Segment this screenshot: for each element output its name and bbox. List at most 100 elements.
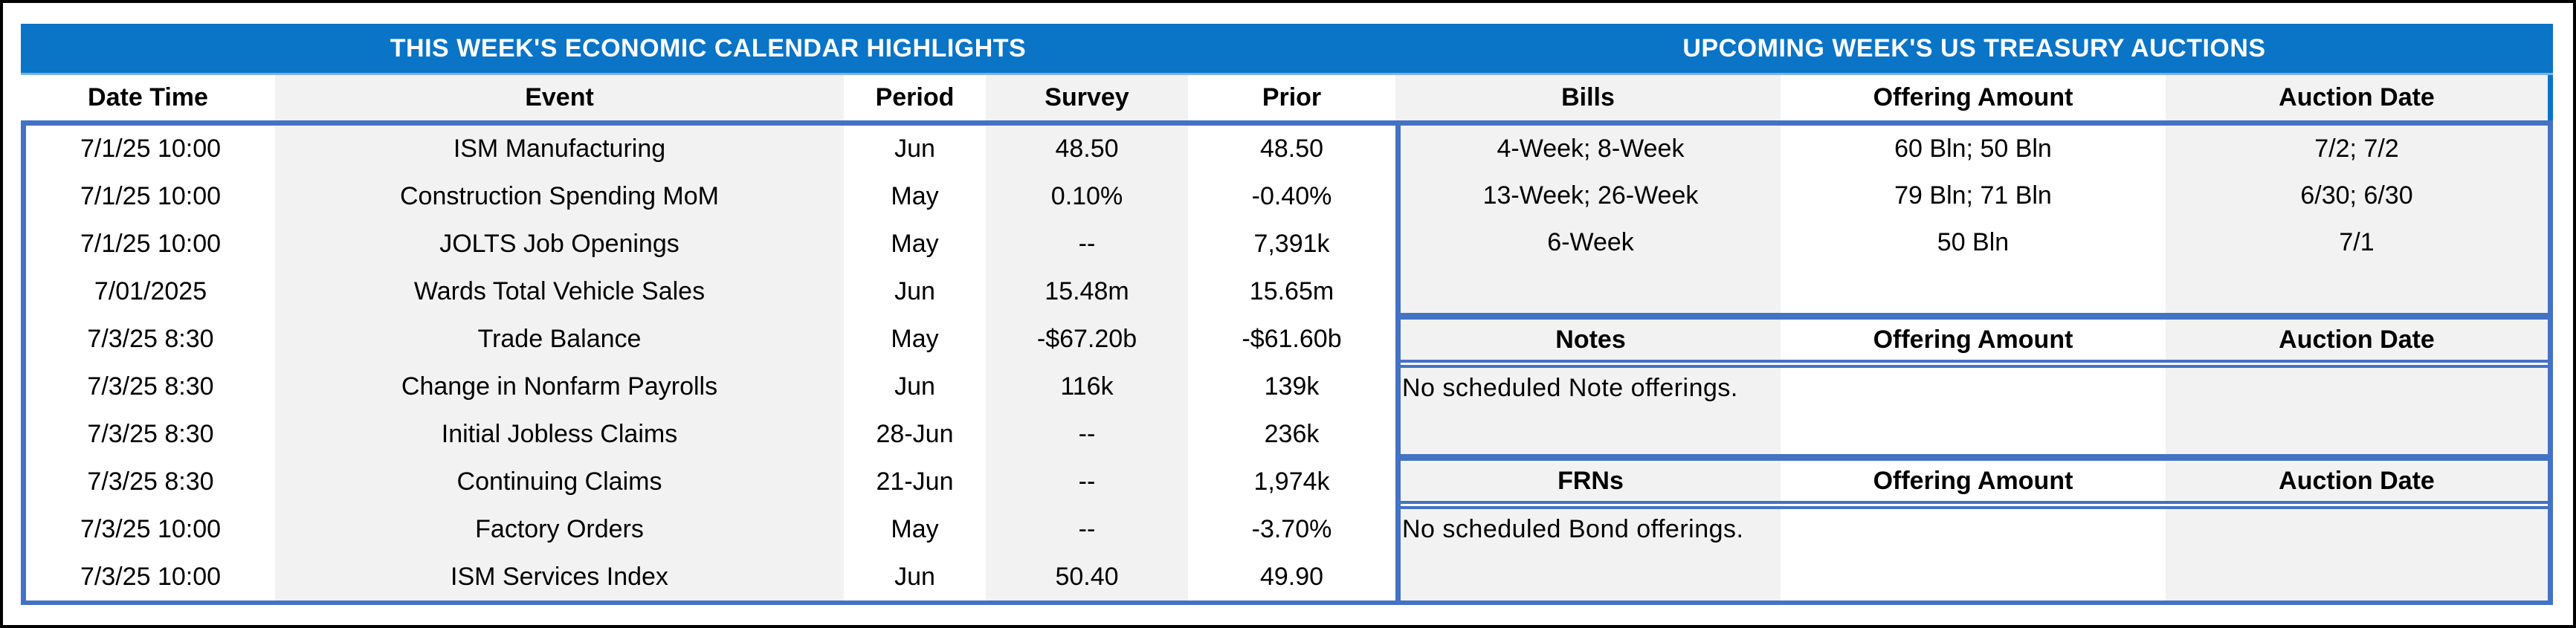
treasury-auctions-body: 4-Week; 8-Week 60 Bln; 50 Bln 7/2; 7/2 1… (1395, 126, 2553, 601)
col-header-auction-date: Auction Date (2166, 75, 2548, 120)
bills-cell-security (1401, 266, 1781, 313)
econ-cell-survey: 0.10% (986, 172, 1188, 221)
bills-cell-date: 6/30; 6/30 (2166, 172, 2548, 219)
econ-cell-event: Continuing Claims (275, 458, 844, 506)
econ-cell-survey: -- (986, 410, 1188, 459)
bills-cell-date: 7/1 (2166, 219, 2548, 266)
econ-cell-period: Jun (894, 562, 935, 591)
econ-cell-event: ISM Services Index (275, 553, 844, 601)
econ-cell-date: 7/01/2025 (94, 277, 207, 306)
economic-calendar-and-auctions-table: THIS WEEK'S ECONOMIC CALENDAR HIGHLIGHTS… (21, 24, 2553, 605)
econ-row: 7/3/25 10:00 Factory Orders May -- -3.70… (26, 505, 1395, 554)
data-area: 7/1/25 10:00 ISM Manufacturing Jun 48.50… (21, 126, 2553, 601)
notes-empty-date (2166, 368, 2548, 454)
bottom-border (21, 601, 2553, 605)
bills-cell-amount (1781, 266, 2166, 313)
col-header-offering-amount: Offering Amount (1873, 325, 2073, 354)
header-divider (21, 120, 2553, 126)
col-header-bills: Bills (1395, 75, 1781, 120)
col-header-survey: Survey (986, 75, 1188, 120)
econ-row: 7/3/25 8:30 Initial Jobless Claims 28-Ju… (26, 410, 1395, 459)
frns-section-header: FRNs Offering Amount Auction Date (1401, 461, 2548, 501)
col-header-offering-amount: Offering Amount (1873, 466, 2073, 495)
econ-cell-prior: -3.70% (1251, 514, 1332, 543)
frns-message: No scheduled Bond offerings. (1401, 509, 1781, 601)
econ-cell-event: ISM Manufacturing (275, 126, 844, 173)
bills-cell-security: 4-Week; 8-Week (1401, 126, 1781, 172)
econ-cell-date: 7/3/25 8:30 (87, 372, 214, 401)
econ-cell-survey: -- (986, 505, 1188, 554)
econ-row: 7/1/25 10:00 Construction Spending MoM M… (26, 172, 1395, 221)
section-divider-double (1401, 501, 2548, 509)
econ-cell-prior: 7,391k (1253, 230, 1330, 259)
bills-cell-security: 13-Week; 26-Week (1401, 172, 1781, 219)
econ-cell-prior: -0.40% (1251, 182, 1332, 211)
econ-cell-event: JOLTS Job Openings (275, 220, 844, 268)
econ-cell-prior: 139k (1264, 372, 1320, 401)
econ-row: 7/1/25 10:00 JOLTS Job Openings May -- 7… (26, 220, 1395, 268)
section-divider-double (1401, 360, 2548, 368)
economic-calendar-body: 7/1/25 10:00 ISM Manufacturing Jun 48.50… (21, 126, 1395, 601)
econ-cell-event: Trade Balance (275, 315, 844, 363)
econ-calendar-title: THIS WEEK'S ECONOMIC CALENDAR HIGHLIGHTS (390, 33, 1027, 62)
col-header-frns: FRNs (1401, 461, 1781, 501)
econ-cell-date: 7/3/25 10:00 (80, 562, 222, 591)
frns-empty-date (2166, 509, 2548, 601)
econ-cell-survey: 48.50 (986, 126, 1188, 173)
bills-cell-date: 7/2; 7/2 (2166, 126, 2548, 172)
econ-cell-event: Construction Spending MoM (275, 172, 844, 221)
econ-cell-period: 21-Jun (876, 467, 954, 496)
notes-section-header: Notes Offering Amount Auction Date (1401, 320, 2548, 360)
econ-cell-period: May (891, 230, 939, 259)
col-header-prior: Prior (1262, 83, 1322, 111)
econ-cell-date: 7/1/25 10:00 (80, 135, 222, 164)
main-header-row: Date Time Event Period Survey Prior Bill… (21, 75, 2553, 120)
econ-cell-date: 7/1/25 10:00 (80, 182, 222, 211)
notes-message: No scheduled Note offerings. (1401, 368, 1781, 454)
econ-cell-period: 28-Jun (876, 419, 954, 448)
title-bar: THIS WEEK'S ECONOMIC CALENDAR HIGHLIGHTS… (21, 24, 2553, 75)
econ-cell-date: 7/3/25 10:00 (80, 514, 222, 543)
section-divider (1401, 313, 2548, 320)
col-header-auction-date: Auction Date (2166, 461, 2548, 501)
econ-cell-survey: -- (986, 458, 1188, 506)
col-header-event: Event (275, 75, 844, 120)
bills-cell-amount: 60 Bln; 50 Bln (1894, 135, 2052, 163)
econ-cell-date: 7/3/25 8:30 (87, 467, 214, 496)
notes-section-body: No scheduled Note offerings. (1401, 368, 2548, 454)
econ-cell-event: Factory Orders (275, 505, 844, 554)
econ-cell-prior: 1,974k (1253, 467, 1330, 496)
bills-row: 6-Week 50 Bln 7/1 (1401, 219, 2548, 266)
bills-row: 4-Week; 8-Week 60 Bln; 50 Bln 7/2; 7/2 (1401, 126, 2548, 172)
econ-row: 7/3/25 8:30 Change in Nonfarm Payrolls J… (26, 363, 1395, 411)
econ-cell-event: Change in Nonfarm Payrolls (275, 363, 844, 411)
bills-cell-security: 6-Week (1401, 219, 1781, 266)
treasury-auctions-title: UPCOMING WEEK'S US TREASURY AUCTIONS (1682, 33, 2266, 62)
econ-cell-period: May (891, 514, 939, 543)
econ-cell-prior: 15.65m (1249, 277, 1334, 306)
econ-cell-date: 7/3/25 8:30 (87, 419, 214, 448)
col-header-offering-amount: Offering Amount (1873, 83, 2073, 111)
notes-empty-amount (1781, 368, 2166, 454)
econ-cell-survey: 15.48m (986, 268, 1188, 316)
econ-cell-period: Jun (894, 135, 935, 164)
bills-cell-amount: 50 Bln (1937, 228, 2010, 256)
col-header-date-time: Date Time (88, 83, 208, 111)
bills-row: 13-Week; 26-Week 79 Bln; 71 Bln 6/30; 6/… (1401, 172, 2548, 219)
econ-cell-prior: 48.50 (1259, 135, 1324, 164)
section-divider (1401, 454, 2548, 461)
econ-cell-date: 7/1/25 10:00 (80, 230, 222, 259)
econ-cell-prior: 49.90 (1259, 562, 1324, 591)
econ-cell-survey: -$67.20b (986, 315, 1188, 363)
econ-cell-period: Jun (894, 277, 935, 306)
econ-cell-period: May (891, 325, 939, 354)
econ-row: 7/1/25 10:00 ISM Manufacturing Jun 48.50… (26, 126, 1395, 173)
econ-cell-event: Wards Total Vehicle Sales (275, 268, 844, 316)
econ-cell-survey: -- (986, 220, 1188, 268)
econ-cell-survey: 116k (986, 363, 1188, 411)
bills-section: 4-Week; 8-Week 60 Bln; 50 Bln 7/2; 7/2 1… (1401, 126, 2548, 313)
col-header-auction-date: Auction Date (2166, 320, 2548, 360)
econ-cell-prior: 236k (1264, 419, 1320, 448)
econ-cell-period: Jun (894, 372, 935, 401)
frns-empty-amount (1781, 509, 2166, 601)
